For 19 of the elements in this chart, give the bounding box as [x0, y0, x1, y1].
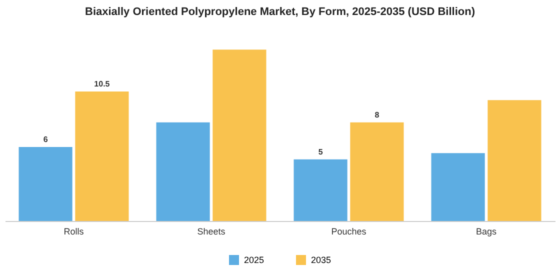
bar	[212, 50, 266, 221]
data-label: 5	[318, 147, 324, 156]
legend-label: 2035	[311, 255, 332, 265]
bar	[488, 100, 542, 221]
chart-title: Biaxially Oriented Polypropylene Market, By Form, 2025-2035 (USD Billion)	[84, 6, 476, 18]
bar	[18, 147, 72, 221]
x-tick-label: Bags	[476, 226, 498, 236]
data-label: 10.5	[94, 80, 110, 89]
x-tick-label: Rolls	[64, 226, 84, 236]
x-tick-label: Sheets	[197, 226, 226, 236]
x-tick-label: Pouches	[331, 226, 367, 236]
bar	[350, 122, 404, 221]
bar	[294, 159, 348, 221]
legend-label: 2025	[244, 255, 264, 265]
bar	[75, 92, 129, 221]
bar	[431, 153, 485, 221]
data-label: 8	[374, 110, 380, 120]
bar	[156, 122, 210, 221]
data-label: 6	[43, 135, 48, 144]
